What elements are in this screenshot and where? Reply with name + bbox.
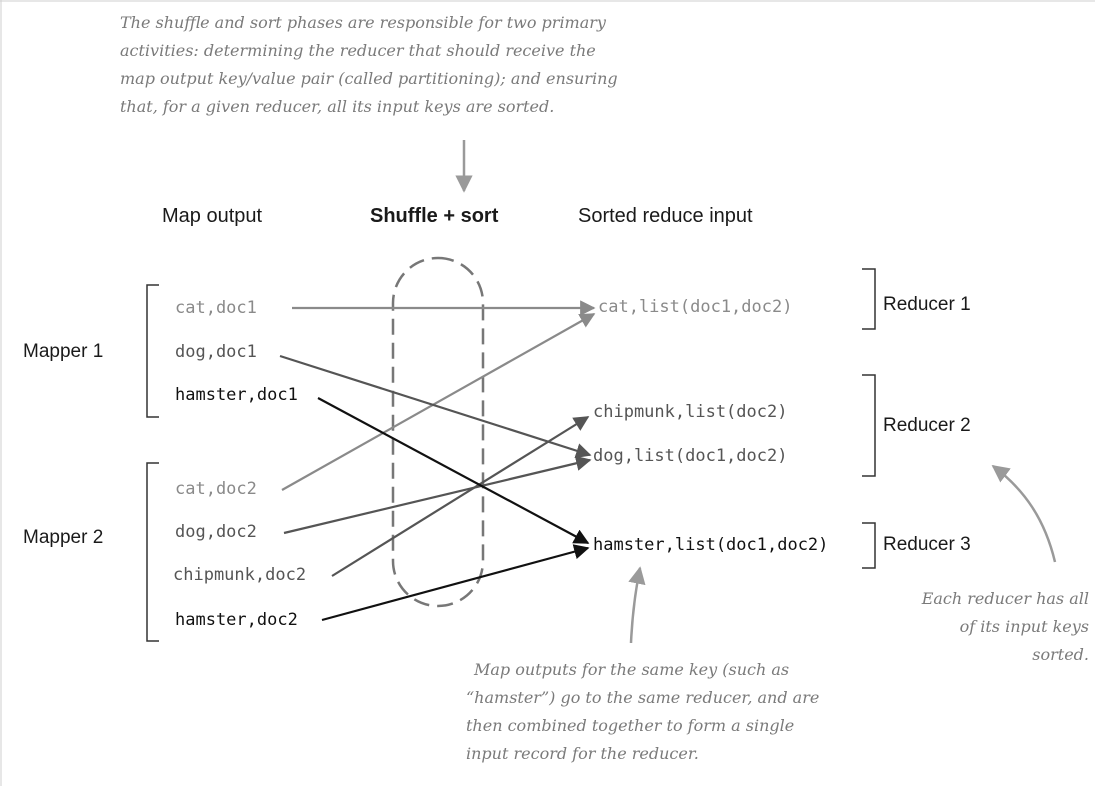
top-annotation-line: map output key/value pair (called partit… bbox=[120, 69, 618, 88]
mapper-1-bracket bbox=[146, 284, 159, 418]
right-annotation-line: sorted. bbox=[1032, 645, 1089, 664]
right-note-arrow bbox=[991, 464, 1057, 563]
bottom-annotation-line: Map outputs for the same key (such as bbox=[474, 660, 790, 679]
top-annotation: The shuffle and sort phases are responsi… bbox=[120, 9, 618, 121]
map-record-hamster-doc2: hamster,doc2 bbox=[175, 610, 298, 630]
header-sorted-reduce-input: Sorted reduce input bbox=[578, 205, 753, 227]
reducer-1-bracket bbox=[862, 268, 876, 330]
header-shuffle-sort: Shuffle + sort bbox=[370, 205, 499, 227]
reduce-input-cat: cat,list(doc1,doc2) bbox=[598, 297, 793, 317]
map-record-hamster-doc1: hamster,doc1 bbox=[175, 385, 298, 405]
arrow-hamster-doc1 bbox=[317, 397, 590, 544]
top-annotation-line: The shuffle and sort phases are responsi… bbox=[120, 13, 606, 32]
mapper-2-label: Mapper 2 bbox=[23, 527, 104, 548]
reduce-input-chipmunk: chipmunk,list(doc2) bbox=[593, 402, 788, 422]
map-record-dog-doc2: dog,doc2 bbox=[175, 522, 257, 542]
reducer-2-label: Reducer 2 bbox=[883, 415, 971, 436]
mapper-1-label: Mapper 1 bbox=[23, 341, 104, 362]
reduce-input-dog: dog,list(doc1,doc2) bbox=[593, 446, 788, 466]
bottom-note-arrow bbox=[628, 566, 646, 644]
top-annotation-line: activities: determining the reducer that… bbox=[120, 41, 596, 60]
shuffle-sort-region bbox=[391, 256, 485, 608]
mapper-2-bracket bbox=[146, 462, 159, 642]
map-record-cat-doc1: cat,doc1 bbox=[175, 298, 257, 318]
bottom-annotation: Map outputs for the same key (such as “h… bbox=[466, 656, 819, 768]
right-annotation-line: Each reducer has all bbox=[921, 589, 1089, 608]
map-record-dog-doc1: dog,doc1 bbox=[175, 342, 257, 362]
arrow-cat-doc2 bbox=[281, 313, 596, 491]
reducer-2-bracket bbox=[862, 374, 876, 477]
map-record-cat-doc2: cat,doc2 bbox=[175, 479, 257, 499]
reducer-3-bracket bbox=[862, 522, 876, 569]
arrow-dog-doc1 bbox=[279, 354, 592, 459]
bottom-annotation-line: input record for the reducer. bbox=[466, 744, 699, 763]
arrow-hamster-doc2 bbox=[321, 544, 590, 622]
bottom-annotation-line: then combined together to form a single bbox=[466, 716, 795, 735]
arrow-chipmunk-doc2 bbox=[331, 416, 590, 577]
map-record-chipmunk-doc2: chipmunk,doc2 bbox=[173, 565, 307, 585]
reducer-1-label: Reducer 1 bbox=[883, 294, 971, 315]
reduce-input-hamster: hamster,list(doc1,doc2) bbox=[593, 535, 829, 555]
right-annotation: Each reducer has all of its input keys s… bbox=[922, 585, 1089, 669]
bottom-annotation-line: “hamster”) go to the same reducer, and a… bbox=[466, 688, 820, 707]
reducer-3-label: Reducer 3 bbox=[883, 534, 971, 555]
top-annotation-line: that, for a given reducer, all its input… bbox=[120, 97, 555, 116]
header-map-output: Map output bbox=[162, 205, 263, 227]
arrow-dog-doc2 bbox=[283, 455, 592, 535]
right-annotation-line: of its input keys bbox=[959, 617, 1089, 636]
